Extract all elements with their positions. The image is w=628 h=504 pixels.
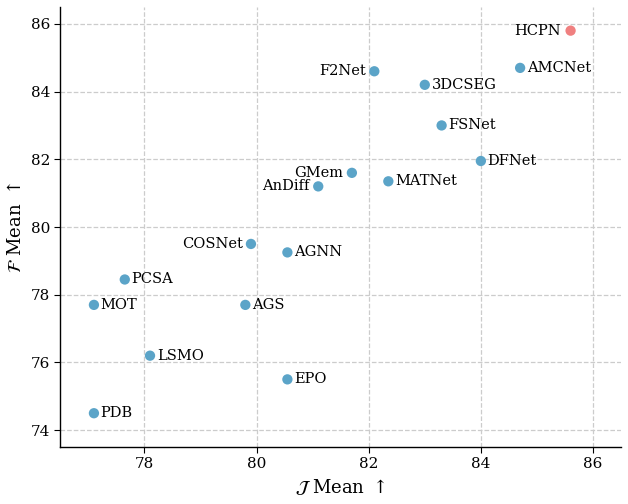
Text: FSNet: FSNet: [448, 118, 496, 133]
Point: [436, 121, 447, 130]
Text: AnDiff: AnDiff: [263, 179, 310, 194]
Point: [283, 375, 293, 384]
Point: [383, 177, 393, 185]
Text: MOT: MOT: [100, 298, 138, 312]
Text: DFNet: DFNet: [487, 154, 537, 168]
Point: [420, 81, 430, 89]
Point: [566, 27, 576, 35]
Point: [89, 409, 99, 417]
Point: [120, 276, 130, 284]
X-axis label: $\mathcal{J}$ Mean $\uparrow$: $\mathcal{J}$ Mean $\uparrow$: [295, 477, 386, 497]
Text: PCSA: PCSA: [131, 273, 173, 286]
Text: GMem: GMem: [295, 166, 344, 180]
Point: [283, 248, 293, 257]
Point: [476, 157, 486, 165]
Point: [89, 301, 99, 309]
Point: [369, 67, 379, 75]
Point: [145, 352, 155, 360]
Point: [347, 169, 357, 177]
Text: AGNN: AGNN: [294, 245, 342, 260]
Text: PDB: PDB: [100, 406, 133, 420]
Text: F2Net: F2Net: [319, 65, 366, 78]
Text: AMCNet: AMCNet: [527, 61, 591, 75]
Y-axis label: $\mathcal{F}$ Mean $\uparrow$: $\mathcal{F}$ Mean $\uparrow$: [7, 181, 25, 273]
Text: AGS: AGS: [252, 298, 284, 312]
Text: HCPN: HCPN: [514, 24, 561, 38]
Text: EPO: EPO: [294, 372, 327, 387]
Point: [515, 64, 525, 72]
Text: MATNet: MATNet: [395, 174, 457, 188]
Point: [246, 240, 256, 248]
Text: 3DCSEG: 3DCSEG: [431, 78, 496, 92]
Text: COSNet: COSNet: [181, 237, 242, 251]
Point: [313, 182, 323, 191]
Point: [241, 301, 251, 309]
Text: LSMO: LSMO: [157, 349, 203, 363]
